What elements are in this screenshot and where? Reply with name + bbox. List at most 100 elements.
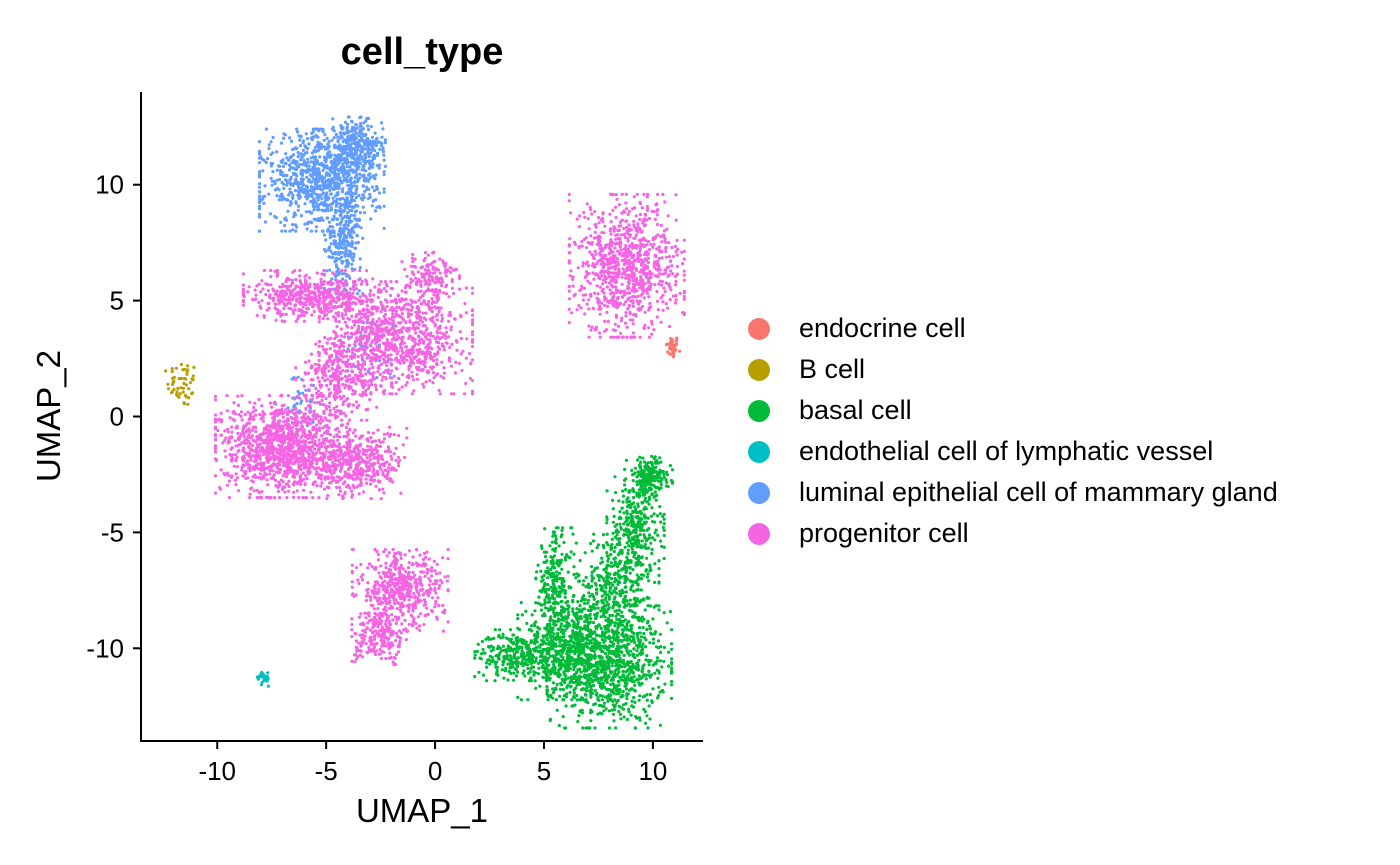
data-point bbox=[324, 249, 328, 253]
data-point bbox=[521, 641, 525, 645]
data-point bbox=[277, 468, 281, 472]
data-point bbox=[359, 121, 363, 125]
data-point bbox=[667, 664, 671, 668]
data-point bbox=[639, 466, 643, 470]
data-point bbox=[601, 704, 605, 708]
data-point bbox=[288, 136, 292, 140]
data-point bbox=[585, 634, 589, 638]
data-point bbox=[565, 652, 569, 656]
data-point bbox=[382, 158, 386, 162]
data-point bbox=[599, 626, 603, 631]
data-point bbox=[509, 660, 513, 665]
data-point bbox=[300, 170, 304, 175]
data-point bbox=[576, 720, 580, 724]
data-point bbox=[625, 541, 629, 545]
data-point bbox=[338, 221, 342, 225]
data-point bbox=[552, 667, 556, 672]
data-point bbox=[349, 194, 353, 198]
data-point bbox=[350, 262, 354, 266]
data-point bbox=[383, 164, 387, 168]
data-point bbox=[587, 673, 591, 677]
data-point bbox=[234, 472, 238, 476]
data-point bbox=[613, 624, 617, 628]
data-point bbox=[331, 201, 335, 205]
data-point bbox=[324, 449, 328, 453]
data-point bbox=[363, 179, 367, 183]
data-point bbox=[651, 637, 656, 641]
data-point bbox=[615, 687, 619, 691]
data-point bbox=[653, 475, 658, 479]
data-point bbox=[574, 671, 579, 675]
data-point bbox=[556, 674, 560, 678]
data-point bbox=[332, 406, 336, 411]
data-point bbox=[634, 531, 638, 535]
data-point bbox=[626, 523, 630, 527]
data-point bbox=[593, 653, 597, 657]
data-point bbox=[322, 203, 326, 208]
data-point bbox=[627, 620, 631, 624]
data-point bbox=[630, 545, 634, 549]
data-point bbox=[670, 679, 674, 684]
data-point bbox=[606, 699, 610, 703]
data-point bbox=[176, 386, 180, 391]
data-point bbox=[636, 458, 640, 462]
data-point bbox=[588, 690, 593, 694]
data-point bbox=[293, 189, 297, 193]
data-point bbox=[624, 568, 628, 572]
data-point bbox=[362, 211, 367, 215]
data-point bbox=[182, 402, 187, 406]
data-point bbox=[219, 433, 224, 437]
data-point bbox=[191, 378, 195, 382]
data-point bbox=[622, 674, 626, 678]
data-point bbox=[588, 628, 593, 632]
data-point bbox=[647, 659, 651, 663]
data-point bbox=[565, 685, 569, 690]
data-point bbox=[348, 165, 352, 169]
data-point bbox=[568, 690, 572, 695]
data-point bbox=[306, 160, 310, 164]
data-point bbox=[174, 366, 178, 370]
data-point bbox=[602, 640, 606, 644]
data-point bbox=[334, 204, 338, 208]
data-point bbox=[248, 400, 252, 404]
data-point bbox=[616, 644, 620, 649]
data-point bbox=[610, 543, 614, 547]
data-point bbox=[602, 709, 606, 713]
data-point bbox=[587, 598, 591, 602]
data-point bbox=[275, 150, 279, 154]
data-point bbox=[536, 672, 541, 676]
data-point bbox=[344, 219, 348, 224]
data-point bbox=[625, 628, 629, 632]
data-point bbox=[266, 677, 270, 681]
data-point bbox=[647, 533, 652, 537]
data-point bbox=[341, 240, 345, 244]
data-point bbox=[631, 530, 635, 534]
data-point bbox=[617, 604, 621, 608]
data-point bbox=[615, 591, 619, 595]
data-point bbox=[321, 183, 325, 188]
data-point bbox=[229, 436, 234, 440]
data-point bbox=[343, 252, 347, 256]
data-point bbox=[317, 203, 321, 207]
data-point bbox=[334, 176, 339, 180]
data-point bbox=[346, 260, 350, 264]
data-point bbox=[645, 714, 649, 718]
data-point bbox=[623, 594, 627, 598]
data-point bbox=[232, 401, 236, 405]
data-point bbox=[304, 406, 308, 410]
data-point bbox=[580, 610, 584, 614]
data-point bbox=[509, 671, 513, 676]
data-point bbox=[614, 668, 618, 672]
data-point bbox=[323, 133, 327, 137]
data-point bbox=[322, 163, 326, 167]
data-point bbox=[235, 465, 239, 469]
data-point bbox=[601, 632, 605, 636]
data-point bbox=[625, 511, 629, 516]
data-point bbox=[549, 585, 553, 589]
data-point bbox=[545, 672, 549, 677]
data-point bbox=[551, 687, 555, 691]
data-point bbox=[337, 252, 341, 257]
data-point bbox=[562, 670, 566, 674]
data-point bbox=[610, 650, 614, 654]
data-point bbox=[322, 138, 326, 142]
